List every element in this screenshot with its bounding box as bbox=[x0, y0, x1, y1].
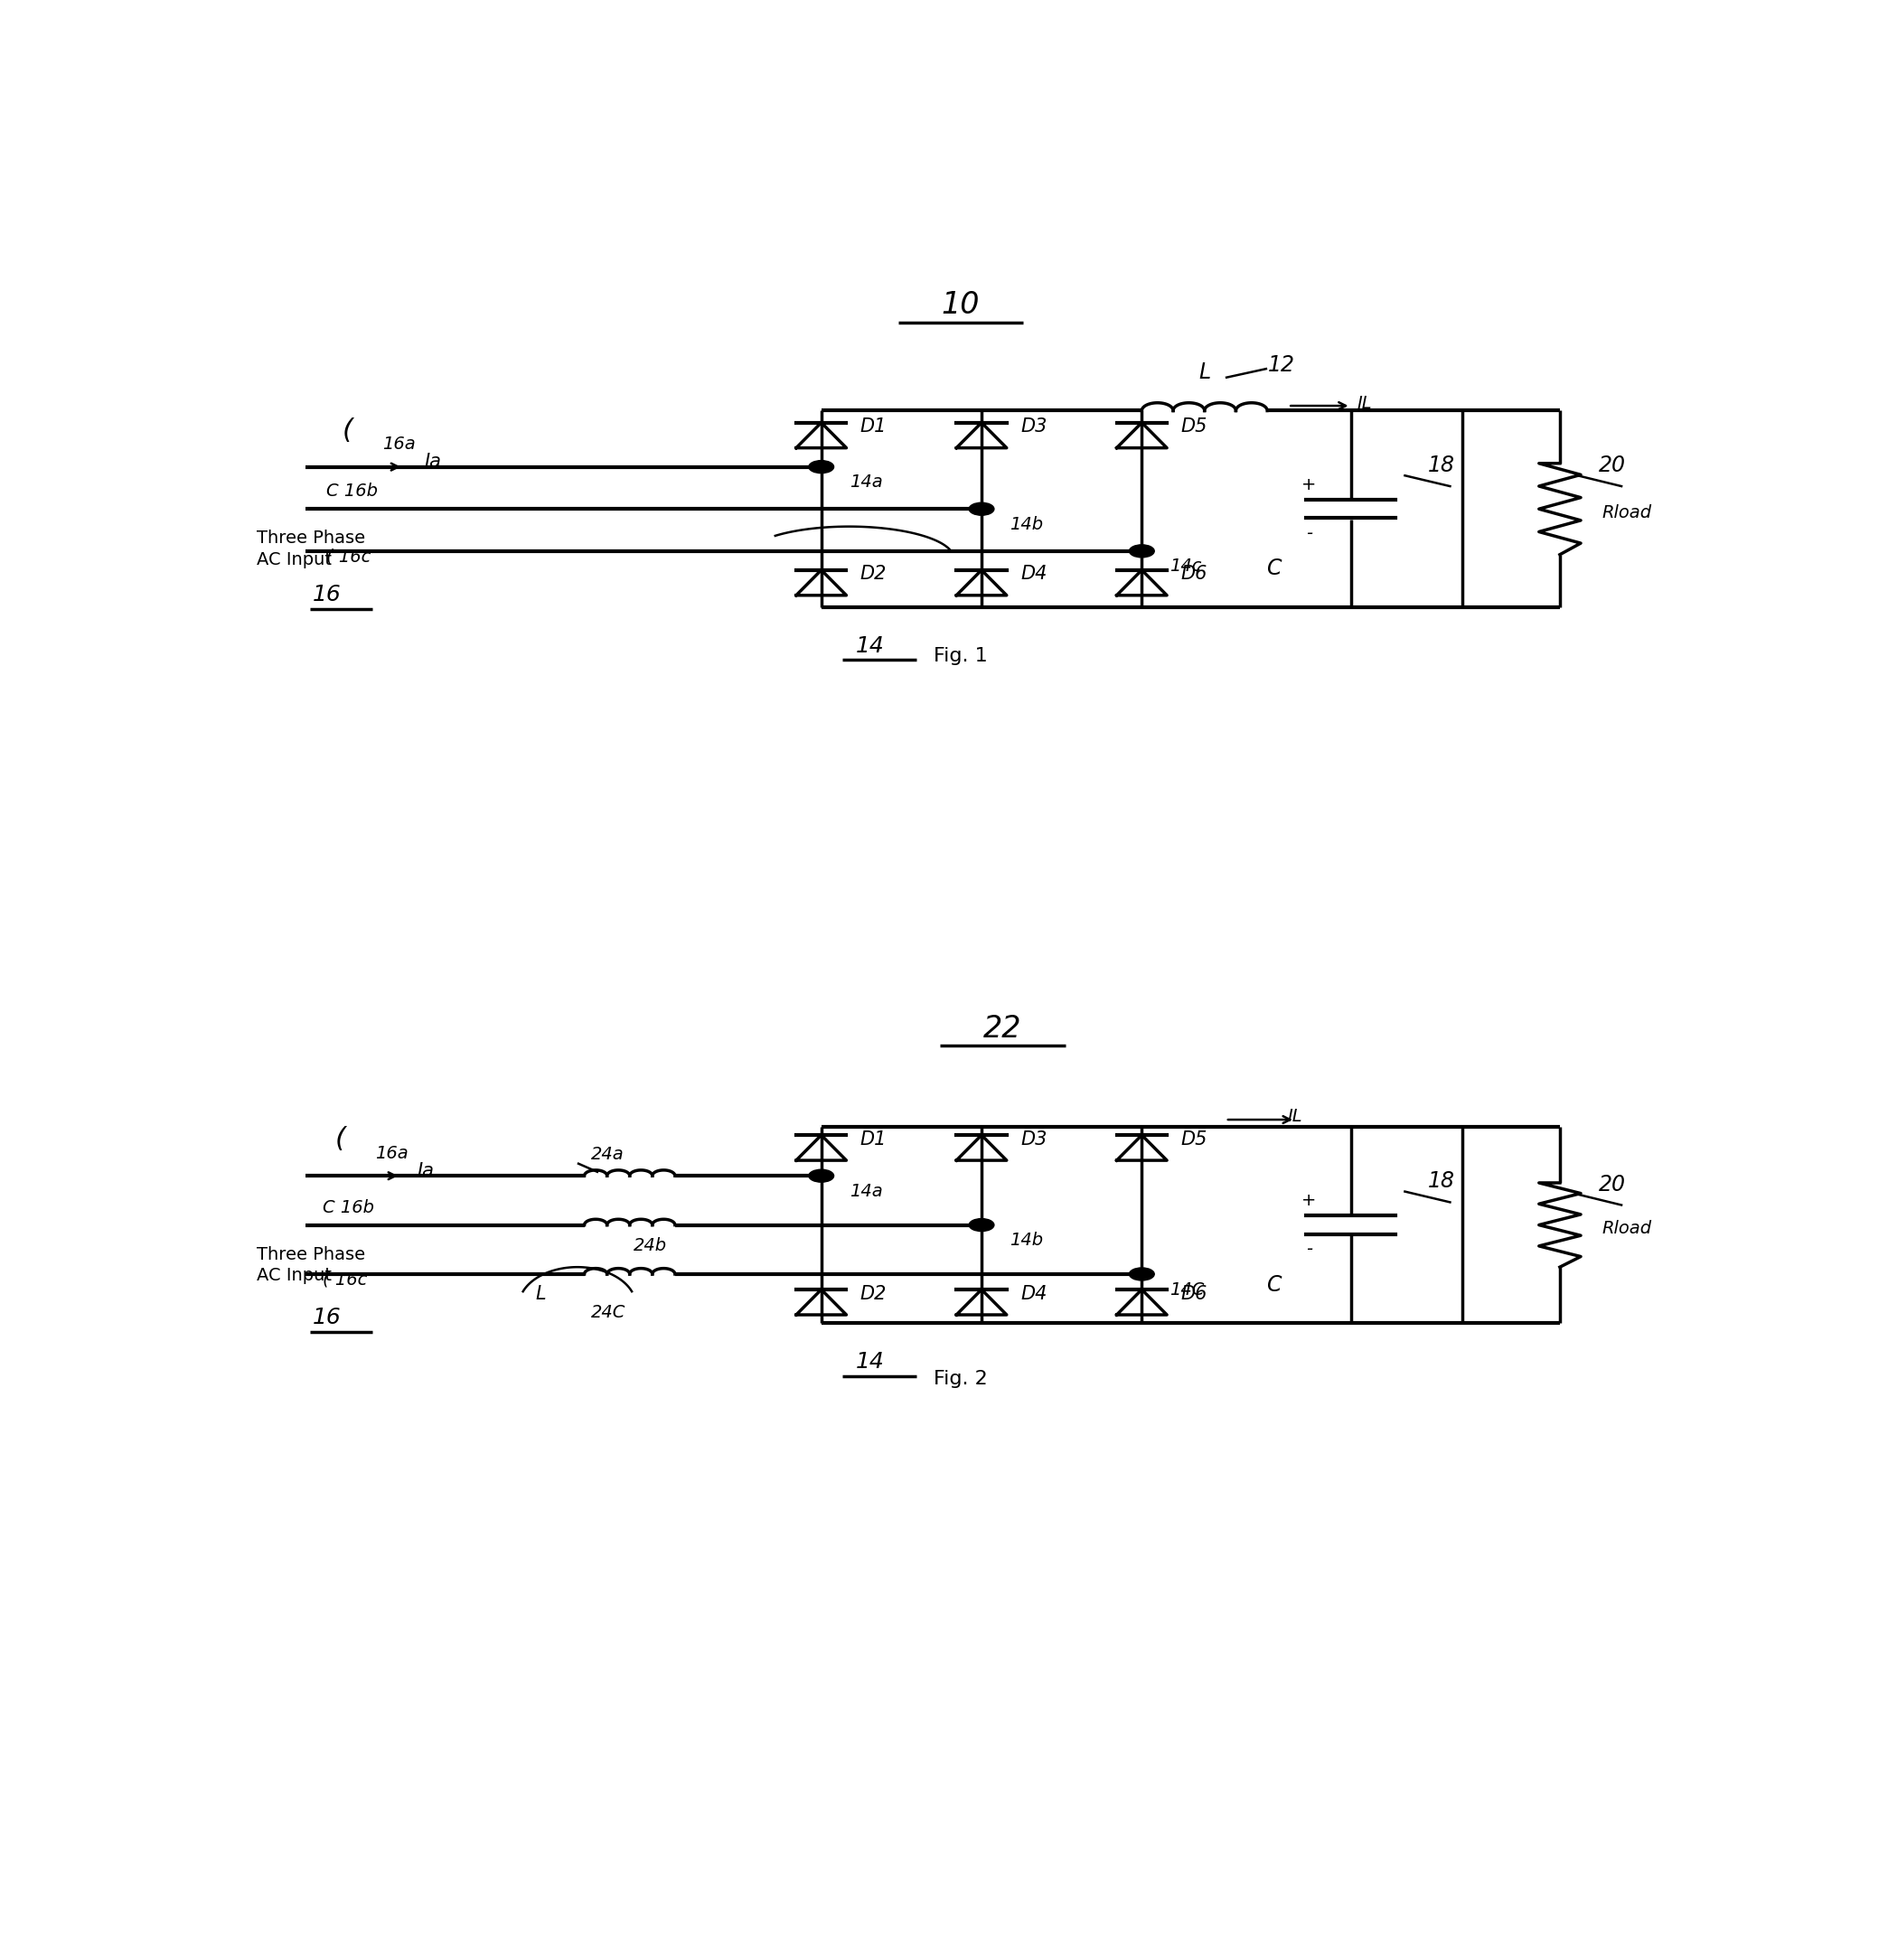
Text: (: ( bbox=[336, 1127, 346, 1152]
Text: 18: 18 bbox=[1427, 455, 1454, 476]
Text: D2: D2 bbox=[861, 1284, 887, 1303]
Text: D4: D4 bbox=[1021, 1284, 1048, 1303]
Text: 10: 10 bbox=[942, 290, 980, 319]
Text: Ia: Ia bbox=[425, 453, 442, 470]
Text: 16: 16 bbox=[313, 584, 342, 606]
Text: D1: D1 bbox=[861, 417, 887, 435]
Text: 16a: 16a bbox=[376, 1145, 408, 1162]
Circle shape bbox=[969, 502, 995, 515]
Text: 14c: 14c bbox=[1171, 559, 1203, 574]
Text: D6: D6 bbox=[1180, 1284, 1206, 1303]
Text: Three Phase: Three Phase bbox=[257, 1247, 366, 1262]
Text: C 16b: C 16b bbox=[327, 482, 378, 500]
Text: D3: D3 bbox=[1021, 1131, 1048, 1149]
Text: 16: 16 bbox=[313, 1307, 342, 1329]
Text: D2: D2 bbox=[861, 564, 887, 584]
Text: Ia: Ia bbox=[417, 1162, 434, 1180]
Circle shape bbox=[808, 461, 834, 472]
Text: -: - bbox=[1306, 525, 1312, 543]
Text: C: C bbox=[1267, 559, 1282, 580]
Text: 14C: 14C bbox=[1171, 1282, 1205, 1298]
Text: -: - bbox=[1306, 1241, 1312, 1258]
Text: D3: D3 bbox=[1021, 417, 1048, 435]
Text: C: C bbox=[1267, 1274, 1282, 1296]
Text: Fig. 2: Fig. 2 bbox=[935, 1370, 987, 1388]
Circle shape bbox=[808, 1170, 834, 1182]
Text: D5: D5 bbox=[1180, 1131, 1206, 1149]
Text: IL: IL bbox=[1357, 396, 1373, 412]
Text: +: + bbox=[1301, 476, 1316, 494]
Text: (: ( bbox=[342, 417, 353, 443]
Text: +: + bbox=[1301, 1192, 1316, 1209]
Text: 16a: 16a bbox=[381, 435, 415, 453]
Text: 20: 20 bbox=[1599, 455, 1626, 476]
Text: Rload: Rload bbox=[1601, 1219, 1652, 1237]
Text: 14b: 14b bbox=[1010, 515, 1042, 533]
Text: D5: D5 bbox=[1180, 417, 1206, 435]
Text: 22: 22 bbox=[984, 1013, 1021, 1043]
Text: D1: D1 bbox=[861, 1131, 887, 1149]
Text: ( 16c: ( 16c bbox=[327, 549, 372, 564]
Text: AC Input: AC Input bbox=[257, 1266, 332, 1284]
Text: 14: 14 bbox=[855, 1350, 885, 1372]
Text: 20: 20 bbox=[1599, 1174, 1626, 1196]
Text: Rload: Rload bbox=[1601, 504, 1652, 521]
Circle shape bbox=[1129, 545, 1154, 557]
Text: L: L bbox=[536, 1284, 546, 1303]
Text: 14: 14 bbox=[855, 635, 885, 657]
Text: 24b: 24b bbox=[632, 1237, 666, 1254]
Text: Fig. 1: Fig. 1 bbox=[935, 647, 987, 664]
Text: Three Phase: Three Phase bbox=[257, 529, 366, 547]
Text: L: L bbox=[1199, 361, 1210, 382]
Text: C 16b: C 16b bbox=[323, 1200, 374, 1215]
Text: 24C: 24C bbox=[591, 1303, 627, 1321]
Text: D6: D6 bbox=[1180, 564, 1206, 584]
Text: 14a: 14a bbox=[850, 474, 882, 490]
Text: AC Input: AC Input bbox=[257, 551, 332, 568]
Text: D4: D4 bbox=[1021, 564, 1048, 584]
Text: 18: 18 bbox=[1427, 1170, 1454, 1192]
Text: ( 16c: ( 16c bbox=[323, 1272, 366, 1288]
Text: 14a: 14a bbox=[850, 1182, 882, 1200]
Text: 14b: 14b bbox=[1010, 1231, 1042, 1249]
Text: 24a: 24a bbox=[591, 1147, 625, 1164]
Circle shape bbox=[969, 1219, 995, 1231]
Circle shape bbox=[1129, 1268, 1154, 1280]
Text: 12: 12 bbox=[1267, 355, 1295, 376]
Text: IL: IL bbox=[1288, 1107, 1303, 1125]
